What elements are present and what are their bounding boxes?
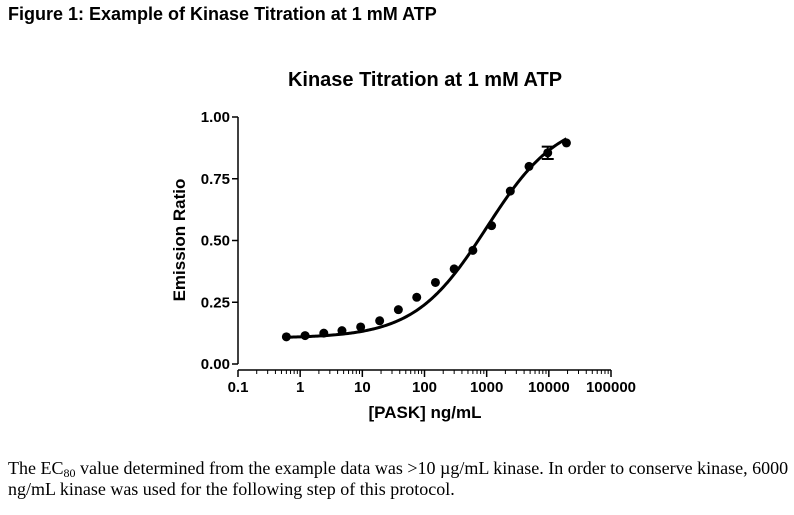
x-tick-label: 100 <box>412 379 437 396</box>
data-point <box>412 292 422 302</box>
data-point <box>524 161 534 171</box>
axes: 0.00 0.25 0.50 0.75 1.00 0.1 1 10 100 1000 10000 10… <box>201 109 636 396</box>
points-layer <box>281 138 571 342</box>
data-point <box>300 331 310 341</box>
data-point <box>430 277 440 287</box>
caption-text-end: value determined from the example data w… <box>8 458 789 499</box>
x-tick-label: 1000 <box>470 379 503 396</box>
data-point <box>561 138 571 148</box>
y-tick-label: 0.25 <box>201 294 230 311</box>
data-point <box>449 264 459 274</box>
data-point <box>468 245 478 255</box>
data-point <box>393 305 403 315</box>
y-tick-label: 0.50 <box>201 233 230 250</box>
data-point <box>281 332 291 342</box>
chart: Kinase Titration at 1 mM ATP Emission Ra… <box>170 69 636 422</box>
data-point <box>543 148 553 158</box>
y-tick-label: 0.00 <box>201 356 230 373</box>
y-tick-label: 0.75 <box>201 171 230 188</box>
y-tick-label: 1.00 <box>201 109 230 126</box>
data-point <box>375 316 385 326</box>
x-tick-label: 10000 <box>528 379 570 396</box>
caption-subscript: 80 <box>63 466 76 480</box>
data-point <box>319 328 329 338</box>
y-axis-label: Emission Ratio <box>170 179 189 302</box>
caption: The EC80 value determined from the examp… <box>8 458 794 500</box>
x-tick-label: 10 <box>354 379 371 396</box>
caption-text-start: The EC <box>8 458 64 478</box>
x-tick-label: 0.1 <box>228 379 249 396</box>
figure-title: Figure 1: Example of Kinase Titration at… <box>8 4 437 24</box>
data-point <box>487 221 497 231</box>
data-point <box>356 322 366 332</box>
x-tick-label: 1 <box>296 379 304 396</box>
fit-curve <box>286 137 568 339</box>
data-point <box>337 326 347 336</box>
x-axis-label: [PASK] ng/mL <box>368 403 481 422</box>
fit-layer <box>286 137 568 339</box>
data-point <box>505 186 515 196</box>
x-tick-label: 100000 <box>586 379 636 396</box>
chart-title: Kinase Titration at 1 mM ATP <box>288 69 562 91</box>
